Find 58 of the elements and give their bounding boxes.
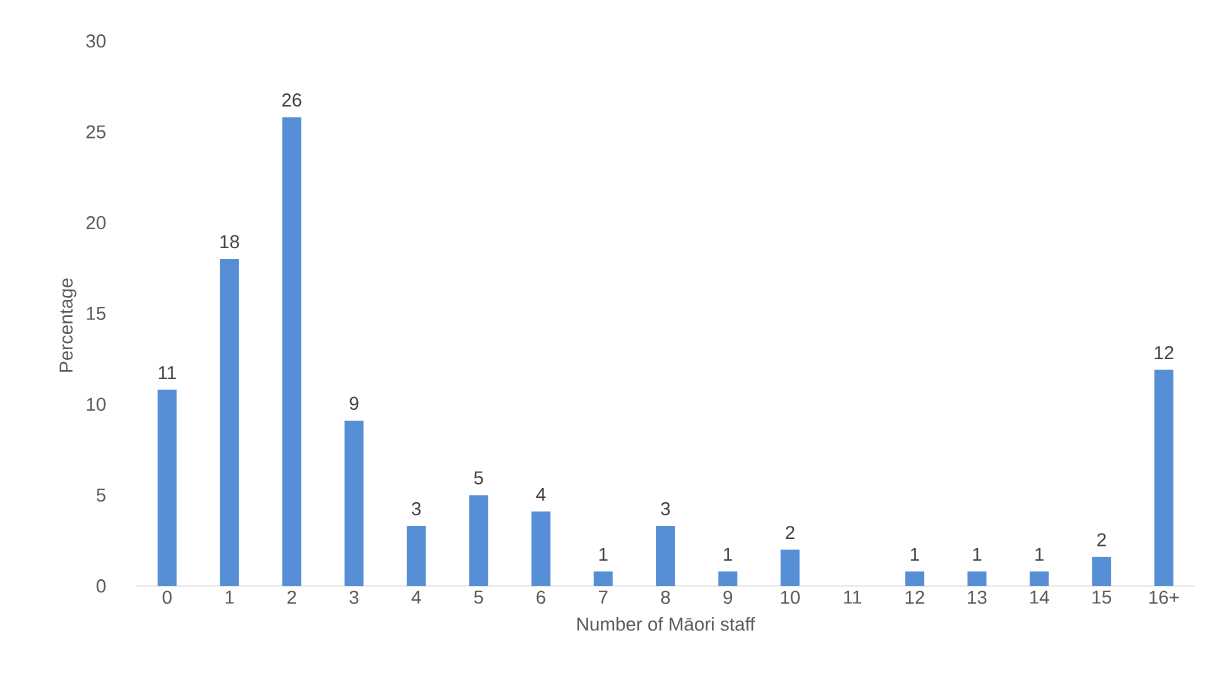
bar (344, 420, 364, 586)
data-label: 26 (282, 93, 302, 107)
y-tick-label: 5 (96, 488, 106, 502)
bar (1092, 556, 1112, 586)
y-tick-label: 0 (96, 579, 106, 593)
bar (469, 495, 489, 586)
data-label: 5 (474, 471, 484, 485)
data-label: 11 (158, 366, 176, 380)
data-label: 2 (785, 525, 795, 539)
x-tick-label: 6 (536, 590, 546, 604)
x-tick-label: 0 (162, 590, 172, 604)
bar (905, 571, 925, 586)
bar (593, 571, 613, 586)
x-tick-label: 10 (781, 590, 800, 604)
data-label: 18 (220, 235, 240, 249)
x-tick-label: 8 (661, 590, 670, 604)
x-tick-label: 15 (1092, 590, 1112, 604)
data-label: 9 (349, 396, 359, 410)
x-tick-label: 16+ (1149, 590, 1179, 604)
y-tick-label: 25 (86, 125, 106, 139)
data-label: 4 (536, 487, 546, 501)
bar (718, 571, 738, 586)
bar (967, 571, 987, 586)
x-tick-label: 12 (905, 590, 925, 604)
x-axis-title: Number of Māori staff (577, 617, 756, 631)
y-tick-label: 15 (86, 306, 106, 321)
x-tick-label: 1 (225, 590, 234, 604)
x-tick-label: 13 (968, 590, 987, 604)
bar (656, 526, 676, 586)
x-tick-label: 5 (474, 590, 484, 604)
bar (531, 511, 551, 586)
x-tick-label: 7 (598, 590, 608, 604)
x-tick-label: 3 (349, 590, 359, 604)
y-tick-label: 20 (86, 216, 106, 230)
y-tick-label: 30 (86, 34, 106, 48)
x-tick-label: 4 (411, 590, 421, 604)
data-label: 1 (973, 547, 982, 561)
data-label: 3 (661, 502, 670, 516)
data-label: 1 (1035, 547, 1044, 561)
data-label: 2 (1097, 533, 1106, 547)
y-axis-title: Percentage (59, 278, 77, 372)
data-label: 3 (411, 502, 421, 516)
data-label: 1 (724, 547, 733, 561)
bar (219, 258, 239, 586)
bar (1154, 369, 1174, 586)
y-tick-label: 10 (86, 397, 106, 411)
data-label: 12 (1154, 346, 1174, 360)
bar (282, 117, 302, 586)
data-label: 1 (910, 547, 919, 561)
bar (406, 526, 426, 586)
x-tick-label: 14 (1030, 590, 1050, 604)
x-tick-label: 9 (723, 590, 733, 604)
bar (780, 549, 800, 586)
bar (157, 389, 177, 586)
x-tick-label: 11 (844, 590, 862, 604)
data-label: 1 (599, 547, 608, 561)
bar (1029, 571, 1049, 586)
x-tick-label: 2 (287, 590, 297, 604)
